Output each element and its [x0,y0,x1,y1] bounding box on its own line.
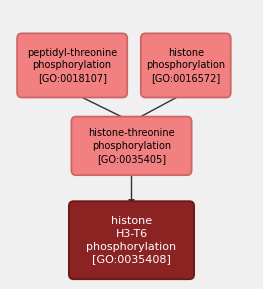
Text: histone-threonine
phosphorylation
[GO:0035405]: histone-threonine phosphorylation [GO:00… [88,128,175,164]
FancyBboxPatch shape [72,117,191,175]
FancyBboxPatch shape [69,201,194,279]
Text: histone
phosphorylation
[GO:0016572]: histone phosphorylation [GO:0016572] [146,48,225,83]
FancyBboxPatch shape [141,34,231,97]
FancyBboxPatch shape [17,34,127,97]
Text: peptidyl-threonine
phosphorylation
[GO:0018107]: peptidyl-threonine phosphorylation [GO:0… [27,48,117,83]
Text: histone
H3-T6
phosphorylation
[GO:0035408]: histone H3-T6 phosphorylation [GO:003540… [87,216,176,264]
